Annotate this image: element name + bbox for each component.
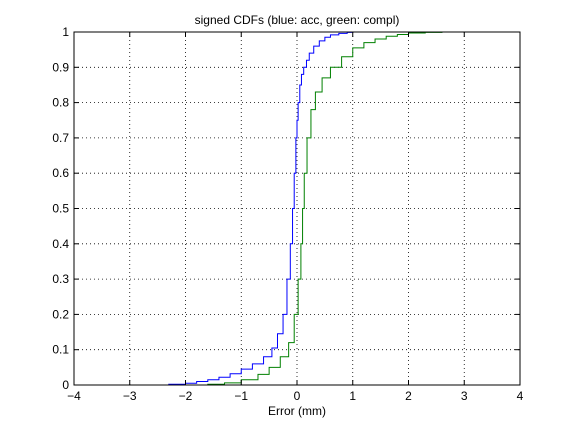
y-tick-label: 0.1	[52, 343, 69, 357]
tick-labels: −4 −3 −2 −1 0 1 2 3 4 0 0.1 0.2 0.3 0.4 0.5 0.6 0.7 0.8 0.…	[52, 25, 523, 403]
y-tick-label: 0.9	[52, 60, 69, 74]
y-tick-label: 0.8	[52, 96, 69, 110]
x-tick-label: 0	[294, 389, 301, 403]
ticks	[73, 31, 521, 386]
y-tick-label: 0.4	[52, 237, 69, 251]
y-tick-label: 0	[62, 378, 69, 392]
x-tick-label: 1	[349, 389, 356, 403]
series-line-2	[185, 31, 443, 386]
grid	[74, 32, 520, 385]
chart-title: signed CDFs (blue: acc, green: compl)	[195, 13, 400, 27]
x-tick-label: −3	[123, 389, 137, 403]
x-tick-label: −1	[234, 389, 248, 403]
x-tick-label: 4	[517, 389, 524, 403]
y-tick-label: 0.5	[52, 202, 69, 216]
y-tick-label: 0.2	[52, 307, 69, 321]
series-line-1	[152, 31, 354, 386]
y-tick-label: 0.3	[52, 272, 69, 286]
y-tick-label: 1	[62, 25, 69, 39]
x-tick-label: −2	[179, 389, 193, 403]
x-axis-label: Error (mm)	[268, 404, 326, 418]
y-tick-label: 0.6	[52, 166, 69, 180]
x-tick-label: 3	[461, 389, 468, 403]
x-tick-label: 2	[405, 389, 412, 403]
x-tick-label: −4	[67, 389, 81, 403]
series-layer	[152, 31, 443, 386]
y-tick-label: 0.7	[52, 131, 69, 145]
